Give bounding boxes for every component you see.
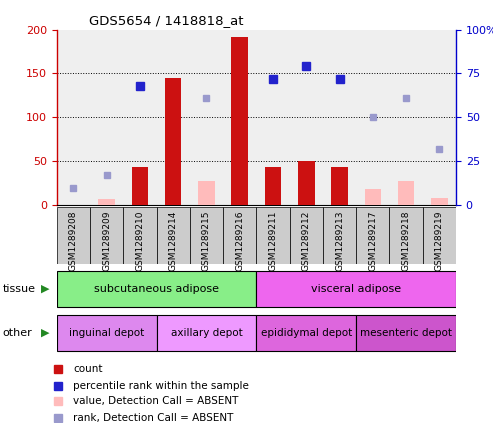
Bar xyxy=(123,30,157,205)
Bar xyxy=(98,199,115,205)
Bar xyxy=(331,168,348,205)
Text: percentile rank within the sample: percentile rank within the sample xyxy=(73,381,249,390)
Bar xyxy=(256,271,456,307)
Bar xyxy=(231,37,248,205)
Text: GDS5654 / 1418818_at: GDS5654 / 1418818_at xyxy=(89,14,243,27)
Bar xyxy=(190,207,223,264)
Bar xyxy=(157,315,256,351)
Text: rank, Detection Call = ABSENT: rank, Detection Call = ABSENT xyxy=(73,413,234,423)
Bar xyxy=(132,168,148,205)
Bar xyxy=(157,30,190,205)
Bar xyxy=(265,168,282,205)
Bar xyxy=(256,315,356,351)
Bar xyxy=(223,207,256,264)
Text: other: other xyxy=(2,328,32,338)
Bar xyxy=(256,30,290,205)
Bar xyxy=(356,30,389,205)
Text: count: count xyxy=(73,364,103,374)
Text: subcutaneous adipose: subcutaneous adipose xyxy=(94,284,219,294)
Bar xyxy=(389,30,423,205)
Text: GSM1289209: GSM1289209 xyxy=(102,210,111,271)
Bar xyxy=(157,207,190,264)
Text: value, Detection Call = ABSENT: value, Detection Call = ABSENT xyxy=(73,396,239,407)
Bar xyxy=(423,207,456,264)
Text: GSM1289217: GSM1289217 xyxy=(368,210,377,271)
Bar xyxy=(323,207,356,264)
Bar xyxy=(57,315,157,351)
Bar xyxy=(190,30,223,205)
Text: GSM1289215: GSM1289215 xyxy=(202,210,211,271)
Text: GSM1289219: GSM1289219 xyxy=(435,210,444,271)
Text: tissue: tissue xyxy=(2,284,35,294)
Bar xyxy=(57,30,90,205)
Bar xyxy=(423,30,456,205)
Text: GSM1289208: GSM1289208 xyxy=(69,210,78,271)
Text: GSM1289211: GSM1289211 xyxy=(269,210,278,271)
Bar xyxy=(431,198,448,205)
Text: ▶: ▶ xyxy=(41,284,49,294)
Bar xyxy=(198,181,215,205)
Bar xyxy=(57,207,90,264)
Bar xyxy=(298,161,315,205)
Bar xyxy=(123,207,157,264)
Bar xyxy=(364,190,381,205)
Text: GSM1289218: GSM1289218 xyxy=(402,210,411,271)
Text: GSM1289216: GSM1289216 xyxy=(235,210,244,271)
Text: GSM1289214: GSM1289214 xyxy=(169,210,177,270)
Bar xyxy=(57,271,256,307)
Bar xyxy=(223,30,256,205)
Bar xyxy=(256,207,290,264)
Text: GSM1289210: GSM1289210 xyxy=(136,210,144,271)
Text: GSM1289213: GSM1289213 xyxy=(335,210,344,271)
Text: inguinal depot: inguinal depot xyxy=(69,328,144,338)
Text: mesenteric depot: mesenteric depot xyxy=(360,328,452,338)
Bar xyxy=(389,207,423,264)
Bar xyxy=(90,30,123,205)
Bar xyxy=(290,30,323,205)
Bar xyxy=(356,207,389,264)
Bar xyxy=(290,207,323,264)
Bar xyxy=(90,207,123,264)
Bar xyxy=(165,78,181,205)
Text: visceral adipose: visceral adipose xyxy=(311,284,401,294)
Text: axillary depot: axillary depot xyxy=(171,328,243,338)
Bar xyxy=(323,30,356,205)
Text: GSM1289212: GSM1289212 xyxy=(302,210,311,270)
Bar xyxy=(398,181,415,205)
Bar xyxy=(356,315,456,351)
Text: ▶: ▶ xyxy=(41,328,49,338)
Text: epididymal depot: epididymal depot xyxy=(261,328,352,338)
